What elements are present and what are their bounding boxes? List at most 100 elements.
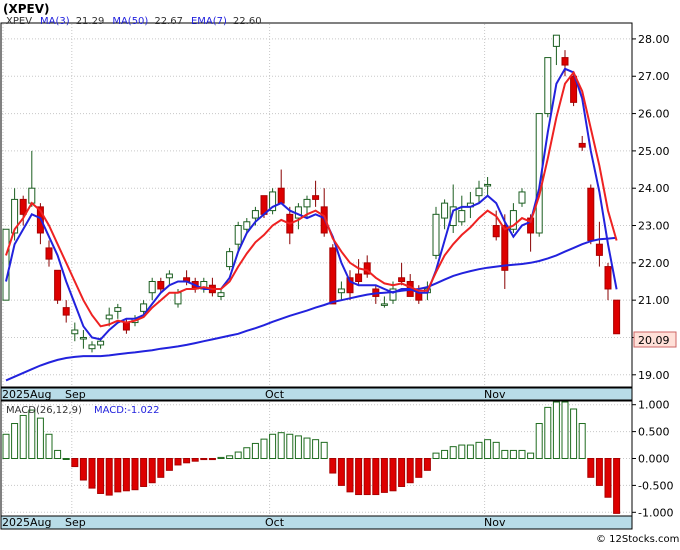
macd-bar — [148, 458, 156, 484]
candle-body — [97, 340, 105, 346]
price-tick-label: 25.00 — [638, 145, 670, 158]
candle-body — [105, 314, 113, 320]
legend-ma3-label: MA(3) — [40, 16, 70, 27]
macd-bar — [561, 401, 569, 459]
price-date-label: Nov — [484, 388, 506, 401]
macd-date-label: Sep — [65, 516, 86, 529]
price-date-labels: 2025Aug Sep Oct Nov — [2, 388, 506, 401]
candle-body — [277, 187, 285, 204]
candle-body — [337, 288, 345, 294]
macd-tick-label: 0.000 — [638, 453, 670, 466]
candle-body — [122, 322, 130, 331]
macd-legend: MACD(26,12,9) MACD:-1.022 — [6, 405, 160, 416]
candle-body — [79, 336, 87, 340]
macd-tick-label: -1.000 — [638, 506, 673, 519]
macd-bar — [19, 414, 27, 460]
macd-bar — [71, 458, 79, 468]
macd-bar — [544, 406, 552, 459]
candle-body — [484, 183, 492, 187]
candle-body — [114, 307, 122, 312]
macd-bar — [294, 435, 302, 459]
candle-body — [71, 329, 79, 335]
macd-bar — [535, 423, 543, 459]
candle-body — [303, 198, 311, 208]
candle-body — [595, 243, 603, 256]
macd-bar — [105, 458, 113, 496]
candle-body — [157, 281, 165, 290]
price-tick-label: 22.00 — [638, 257, 670, 270]
candle-body — [432, 213, 440, 256]
candle-body — [148, 281, 156, 294]
macd-bar — [2, 433, 10, 459]
macd-bar — [157, 458, 165, 478]
macd-legend-label: MACD(26,12,9) — [6, 405, 82, 416]
macd-bar — [54, 449, 62, 459]
macd-bar — [114, 458, 122, 493]
candle-body — [355, 273, 363, 283]
macd-bar — [578, 423, 586, 459]
price-lines — [5, 67, 618, 382]
series-line-ema7 — [5, 70, 618, 328]
macd-bar — [518, 449, 526, 459]
price-tick-label: 27.00 — [638, 70, 670, 83]
macd-bar — [509, 449, 517, 459]
candle-body — [28, 187, 36, 204]
macd-bar — [36, 417, 44, 459]
candle-body — [19, 198, 27, 215]
price-date-band — [0, 387, 633, 401]
macd-bar — [174, 458, 182, 466]
macd-bar — [200, 458, 208, 461]
legend-ema7-value: 22.60 — [233, 16, 262, 27]
macd-bar — [466, 444, 474, 459]
candle-body — [518, 191, 526, 204]
candle-body — [45, 247, 53, 260]
macd-bar — [260, 438, 268, 459]
macd-bar — [484, 439, 492, 459]
macd-bar — [79, 458, 87, 481]
macd-bar — [570, 408, 578, 459]
candle-body — [475, 187, 483, 197]
macd-bar — [312, 439, 320, 459]
macd-bar — [415, 458, 423, 478]
candle-body — [509, 210, 517, 230]
macd-grid — [2, 402, 631, 515]
macd-bar — [372, 458, 380, 496]
candle-body — [243, 221, 251, 230]
macd-bar — [449, 446, 457, 459]
macd-bar — [62, 458, 70, 460]
macd-bar — [613, 458, 621, 514]
macd-legend-value: MACD:-1.022 — [94, 405, 160, 416]
legend-ema7-label: EMA(7) — [191, 16, 227, 27]
macd-bar — [28, 409, 36, 460]
macd-date-label: Oct — [265, 516, 285, 529]
macd-bar — [131, 458, 139, 491]
macd-date-labels: 2025Aug Sep Oct Nov — [2, 516, 506, 529]
candle-body — [449, 206, 457, 227]
macd-bar — [380, 458, 388, 493]
last-price-label-box — [633, 331, 677, 348]
macd-bar — [183, 458, 191, 464]
macd-bar — [45, 433, 53, 459]
macd-bar — [217, 456, 225, 459]
macd-tick-label: 0.500 — [638, 426, 670, 439]
macd-bar — [251, 442, 259, 459]
candle-body — [398, 277, 406, 283]
candle-body — [604, 266, 612, 290]
candle-body — [587, 187, 595, 241]
price-y-ticks: 19.0020.0021.0022.0023.0024.0025.0026.00… — [632, 33, 670, 382]
candle-body — [415, 292, 423, 301]
price-tick-label: 24.00 — [638, 182, 670, 195]
macd-bar — [269, 433, 277, 459]
legend-ma50-label: MA(50) — [112, 16, 148, 27]
legend-ma50-value: 22.67 — [154, 16, 183, 27]
macd-date-label: 2025Aug — [2, 516, 51, 529]
macd-bar — [441, 449, 449, 459]
candle-body — [346, 277, 354, 294]
macd-bar — [595, 458, 603, 486]
macd-bar — [88, 458, 96, 489]
macd-tick-label: 1.000 — [638, 399, 670, 412]
macd-bar — [277, 432, 285, 459]
price-date-label: Oct — [265, 388, 285, 401]
